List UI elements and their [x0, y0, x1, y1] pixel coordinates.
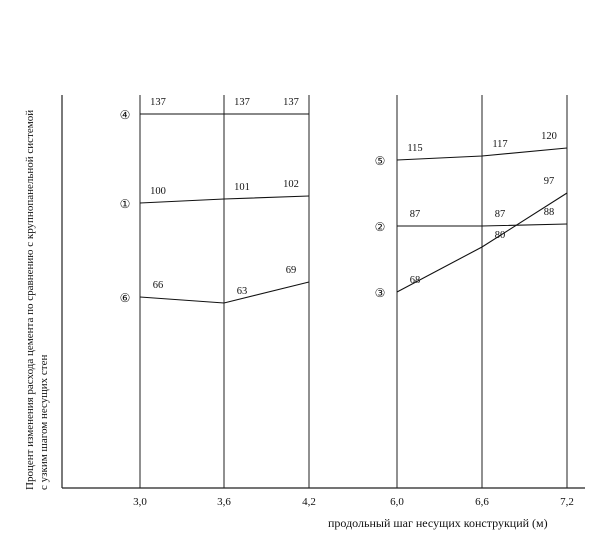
x-tick-label: 6,6 — [475, 496, 489, 508]
labels-layer: ④ 137 137 137 ① 100 101 102 ⑥ 66 63 69 ⑤ 115 117 120 ② 87… — [120, 97, 557, 305]
data-label: 69 — [286, 265, 297, 276]
data-label: 137 — [150, 97, 166, 108]
series-marker: ② — [375, 220, 386, 234]
data-label: 66 — [153, 280, 164, 291]
tick-labels: 3,0 3,6 4,2 6,0 6,6 7,2 — [133, 496, 574, 508]
x-tick-label: 3,0 — [133, 496, 147, 508]
data-label: 87 — [410, 209, 421, 220]
x-tick-label: 3,6 — [217, 496, 231, 508]
x-axis-label: продольный шаг несущих конструкций (м) — [328, 516, 548, 530]
data-label: 102 — [283, 179, 299, 190]
data-label: 63 — [237, 286, 248, 297]
data-label: 115 — [407, 143, 422, 154]
series-line-0-2 — [139, 281, 310, 304]
data-label: 80 — [495, 230, 506, 241]
series-marker: ⑤ — [375, 154, 386, 168]
series-line-1-0 — [396, 147, 568, 161]
data-label: 88 — [544, 207, 555, 218]
series-marker: ④ — [120, 108, 131, 122]
data-label: 100 — [150, 186, 166, 197]
series-line-1-1 — [397, 223, 568, 227]
series-marker: ⑥ — [120, 291, 131, 305]
x-tick-label: 6,0 — [390, 496, 404, 508]
series-line-0-1 — [139, 195, 310, 204]
series-marker: ① — [120, 197, 131, 211]
data-label: 120 — [541, 131, 557, 142]
series-layer — [139, 113, 568, 304]
x-tick-label: 7,2 — [560, 496, 574, 508]
data-label: 97 — [544, 176, 555, 187]
x-tick-label: 4,2 — [302, 496, 316, 508]
data-label: 68 — [410, 275, 421, 286]
data-label: 137 — [283, 97, 299, 108]
data-label: 137 — [234, 97, 250, 108]
series-marker: ③ — [375, 286, 386, 300]
data-label: 117 — [492, 139, 507, 150]
series-line-1-2 — [396, 192, 568, 293]
data-label: 87 — [495, 209, 506, 220]
y-axis-label: Процент изменения расхода цемента по сра… — [24, 110, 50, 490]
data-label: 101 — [234, 182, 250, 193]
